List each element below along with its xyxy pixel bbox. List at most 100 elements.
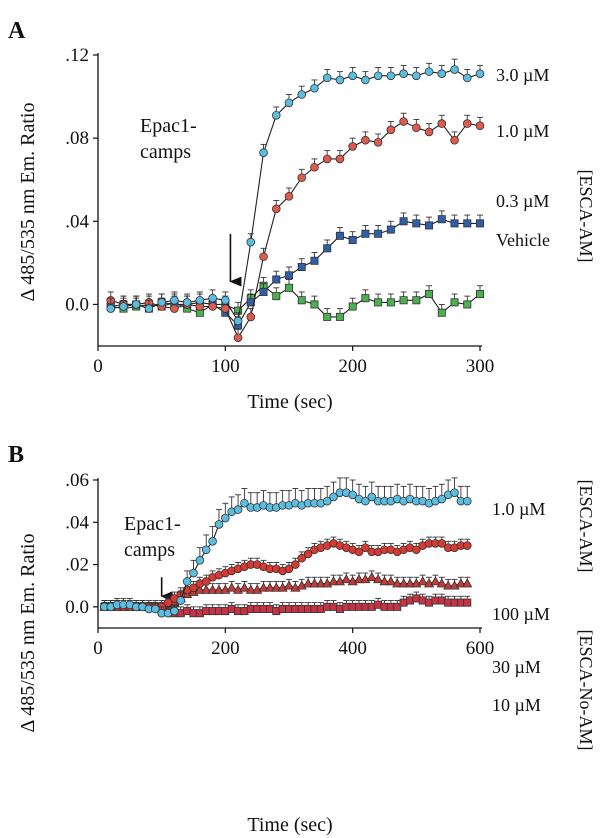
data-point — [245, 584, 256, 594]
data-point — [373, 573, 384, 584]
data-point — [201, 545, 211, 555]
data-point — [348, 71, 357, 81]
data-point — [323, 312, 332, 321]
data-point — [176, 596, 186, 605]
data-point — [322, 496, 332, 506]
data-point — [373, 138, 383, 147]
data-point — [315, 578, 326, 588]
data-point — [386, 225, 395, 234]
data-point — [437, 69, 447, 79]
data-point — [189, 568, 198, 578]
data-point — [361, 135, 370, 145]
panel-a-label: A — [8, 18, 26, 44]
data-point — [335, 231, 344, 240]
panel-a-x-tick-label: 200 — [338, 356, 367, 377]
data-point — [462, 73, 472, 83]
data-point — [131, 300, 141, 309]
data-point — [239, 582, 250, 592]
data-point — [271, 110, 281, 120]
data-point — [106, 304, 116, 313]
data-point — [455, 578, 466, 588]
data-point — [335, 154, 345, 164]
data-point — [450, 219, 459, 228]
panel-b-y-tick-label: .02 — [65, 555, 89, 576]
data-point — [399, 217, 408, 226]
data-point — [361, 294, 370, 303]
panel-a-y-tick-label: .12 — [65, 45, 89, 66]
data-point — [436, 578, 447, 588]
panel-b-series-label: 1.0 µM — [492, 499, 545, 519]
data-point — [284, 192, 294, 201]
panel-a-series-label: 0.3 µM — [496, 191, 549, 211]
panel-b-side-label-bottom: [ESCA-No-AM] — [576, 630, 596, 751]
data-point — [226, 582, 237, 592]
panel-b-x-tick-label: 0 — [93, 638, 103, 659]
data-point — [208, 537, 217, 546]
data-point — [361, 543, 370, 552]
panel-a-series: Vehicle 0.3 µM 1.0 µM 3.0 µM — [106, 58, 550, 342]
data-point — [425, 290, 434, 299]
data-point — [214, 520, 224, 529]
data-point — [310, 83, 319, 93]
data-point — [272, 292, 281, 301]
data-point — [450, 298, 459, 307]
data-point — [303, 549, 313, 559]
data-point — [213, 584, 225, 594]
data-point — [475, 290, 484, 299]
data-point — [207, 584, 218, 594]
data-point — [259, 252, 268, 261]
panel-b-x-tick-label: 600 — [466, 638, 495, 659]
data-point — [233, 505, 243, 514]
data-point — [240, 498, 249, 508]
data-point — [392, 578, 403, 588]
data-point — [291, 560, 300, 569]
data-point — [259, 287, 268, 296]
data-point — [271, 582, 282, 592]
panel-b-series: 10 µM 30 µM 100 µM 1.0 µM — [99, 477, 550, 715]
data-point — [284, 283, 293, 292]
panel-b: B Δ 485/535 nm Em. Ratio Time (sec) Epac… — [8, 442, 596, 836]
data-point — [246, 312, 256, 322]
data-point — [393, 602, 402, 611]
data-point — [463, 219, 472, 228]
data-point — [437, 215, 446, 224]
data-point — [443, 580, 454, 590]
panel-a-xlabel: Time (sec) — [247, 391, 332, 413]
data-point — [399, 296, 408, 305]
data-point — [246, 237, 256, 247]
data-point — [462, 578, 473, 588]
panel-a-series-label: Vehicle — [496, 230, 550, 250]
data-point — [437, 494, 447, 504]
panel-a-ylabel: Δ 485/535 nm Em. Ratio — [17, 103, 39, 302]
panel-a-axes: 0.0 .04 .08 .12 0 100 200 300 — [65, 45, 494, 377]
data-point — [348, 302, 357, 311]
data-point — [310, 256, 319, 265]
data-point — [144, 304, 154, 313]
data-point — [335, 312, 344, 321]
data-point — [297, 173, 307, 182]
data-point — [437, 119, 447, 128]
panel-b-xlabel: Time (sec) — [247, 814, 332, 836]
data-point — [264, 582, 275, 592]
data-point — [284, 271, 293, 280]
data-point — [329, 492, 338, 502]
series-line — [110, 68, 481, 323]
data-point — [182, 577, 192, 586]
data-point — [297, 296, 306, 305]
data-point — [386, 298, 395, 307]
data-point — [195, 295, 205, 305]
panel-b-x-tick-label: 200 — [211, 638, 240, 659]
data-point — [335, 75, 345, 85]
data-point — [189, 583, 198, 593]
panel-a-series-0: 3.0 µM — [106, 58, 549, 326]
data-point — [424, 127, 434, 137]
data-point — [157, 298, 166, 307]
panel-b-x-tick-label: 400 — [338, 638, 367, 659]
data-point — [283, 580, 295, 590]
data-point — [450, 135, 459, 145]
data-point — [385, 576, 396, 586]
panel-a-x-tick-label: 300 — [466, 356, 495, 377]
data-point — [310, 162, 319, 172]
panel-a-side-label: [ESCA-AM] — [576, 170, 596, 263]
data-point — [271, 204, 281, 214]
